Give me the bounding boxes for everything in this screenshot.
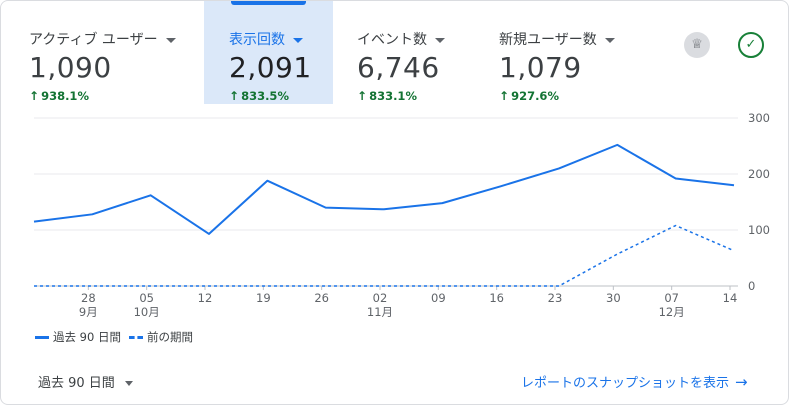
snapshot-link-label: レポートのスナップショットを表示: [521, 376, 730, 391]
x-tick-month-label: 9月: [79, 305, 98, 319]
x-tick-label: 26: [314, 291, 329, 305]
arrow-right-icon: →: [735, 373, 748, 391]
series-line-previous: [34, 224, 735, 287]
arrow-up-icon: ↑: [499, 89, 510, 103]
metric-value: 2,091: [229, 51, 312, 84]
metric-delta: ↑ 938.1%: [29, 89, 89, 103]
metric-label: イベント数: [357, 29, 445, 49]
legend-label: 前の期間: [147, 330, 193, 344]
medal-icon[interactable]: ♕: [684, 32, 710, 58]
caret-down-icon[interactable]: [293, 37, 303, 43]
metric-delta-text: 833.1%: [369, 89, 417, 103]
y-tick-label: 200: [748, 167, 770, 181]
metric-label-text: 表示回数: [229, 32, 285, 48]
metric-delta: ↑ 833.1%: [357, 89, 417, 103]
x-tick-label: 09: [431, 291, 446, 305]
metric-label-text: 新規ユーザー数: [499, 32, 597, 48]
metric-delta: ↑ 927.6%: [499, 89, 559, 103]
date-range-dropdown[interactable]: 過去 90 日間: [38, 372, 133, 391]
metric-value: 1,079: [499, 51, 582, 84]
active-metric-indicator: [231, 1, 306, 5]
x-tick-label: 07: [664, 291, 679, 305]
x-tick-label: 28: [81, 291, 96, 305]
arrow-up-icon: ↑: [229, 89, 240, 103]
legend-previous-period[interactable]: 前の期間: [129, 329, 193, 345]
caret-down-icon[interactable]: [435, 37, 445, 43]
caret-down-icon[interactable]: [165, 37, 176, 43]
metric-tab-new-users[interactable]: 新規ユーザー数 1,079 ↑ 927.6%: [499, 1, 649, 103]
metric-tab-events[interactable]: イベント数 6,746 ↑ 833.1%: [357, 1, 477, 103]
metric-label: 新規ユーザー数: [499, 29, 615, 49]
metric-label: アクティブ ユーザー: [29, 29, 176, 49]
x-tick-month-label: 10月: [134, 305, 160, 319]
metric-label-text: イベント数: [357, 32, 427, 48]
legend-current-period[interactable]: 過去 90 日間: [35, 329, 121, 345]
arrow-up-icon: ↑: [357, 89, 368, 103]
x-tick-month-label: 12月: [659, 305, 685, 319]
date-range-label: 過去 90 日間: [38, 376, 115, 391]
metric-tab-views[interactable]: 表示回数 2,091 ↑ 833.5%: [229, 1, 329, 103]
x-tick-label: 23: [548, 291, 563, 305]
y-tick-label: 300: [748, 111, 770, 125]
y-tick-label: 0: [748, 279, 755, 293]
metric-delta: ↑ 833.5%: [229, 89, 289, 103]
x-tick-month-label: 11月: [367, 305, 393, 319]
metric-delta-text: 938.1%: [41, 89, 89, 103]
metric-delta-text: 927.6%: [511, 89, 559, 103]
x-tick-label: 14: [723, 291, 738, 305]
series-line-current: [33, 143, 735, 235]
legend-solid-line-icon: [35, 336, 49, 339]
metric-value: 6,746: [357, 51, 440, 84]
caret-down-icon: [124, 381, 133, 386]
x-tick-label: 02: [373, 291, 388, 305]
view-snapshot-link[interactable]: レポートのスナップショットを表示 →: [521, 372, 748, 391]
caret-down-icon[interactable]: [604, 37, 615, 43]
x-tick-label: 12: [198, 291, 213, 305]
metric-label: 表示回数: [229, 29, 303, 49]
legend-label: 過去 90 日間: [53, 330, 121, 344]
y-tick-label: 100: [748, 223, 770, 237]
metric-delta-text: 833.5%: [241, 89, 289, 103]
x-tick-label: 30: [606, 291, 621, 305]
metric-value: 1,090: [29, 51, 112, 84]
check-circle-icon[interactable]: ✓: [738, 32, 764, 58]
metric-label-text: アクティブ ユーザー: [29, 32, 158, 48]
active-metric-highlight: [204, 1, 333, 104]
x-tick-label: 16: [489, 291, 504, 305]
x-tick-label: 05: [139, 291, 154, 305]
arrow-up-icon: ↑: [29, 89, 40, 103]
metric-tab-active-users[interactable]: アクティブ ユーザー 1,090 ↑ 938.1%: [29, 1, 199, 103]
x-tick-label: 19: [256, 291, 271, 305]
legend-dashed-line-icon: [129, 336, 143, 339]
